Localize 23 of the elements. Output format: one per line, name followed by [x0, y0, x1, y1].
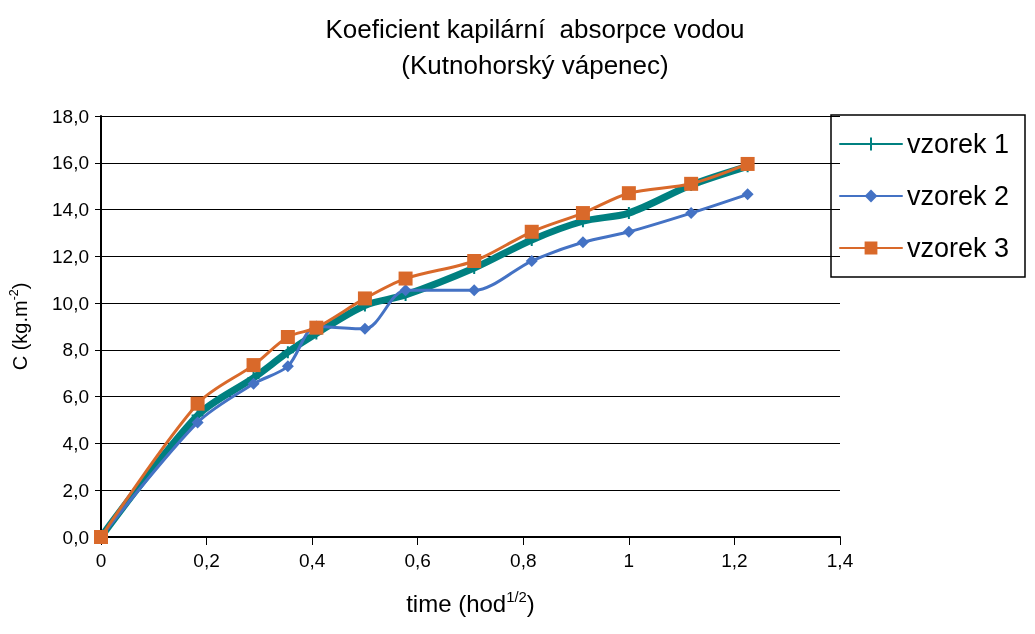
x-tick-label: 1 — [623, 550, 635, 571]
legend-label: vzorek 2 — [907, 181, 1010, 211]
x-tick-label: 0,6 — [404, 550, 431, 571]
y-tick-label: 2,0 — [62, 479, 89, 501]
x-tick-label: 0 — [95, 550, 107, 571]
y-tick-label: 18,0 — [52, 105, 89, 127]
x-tick-label: 1,2 — [721, 550, 748, 571]
y-tick-label: 4,0 — [62, 432, 89, 454]
legend-label: vzorek 1 — [907, 129, 1010, 159]
y-tick-label: 10,0 — [52, 292, 89, 314]
chart-title: Koeficient kapilární absorpce vodou (Kutnohorský vápenec) — [325, 14, 745, 80]
x-tick-label: 0,2 — [193, 550, 220, 571]
y-tick-label: 12,0 — [52, 245, 89, 267]
y-tick-label: 6,0 — [62, 386, 89, 408]
y-tick-label: 16,0 — [52, 152, 89, 174]
y-tick-label: 0,0 — [62, 526, 89, 548]
legend-label: vzorek 3 — [907, 233, 1010, 263]
x-tick-label: 0,4 — [298, 550, 326, 571]
x-tick-label: 0,8 — [510, 550, 537, 571]
y-axis-title: C (kg.m-2) — [7, 282, 31, 371]
y-tick-label: 8,0 — [62, 339, 89, 361]
x-tick-label: 1,4 — [826, 550, 854, 571]
y-tick-label: 14,0 — [52, 199, 89, 221]
